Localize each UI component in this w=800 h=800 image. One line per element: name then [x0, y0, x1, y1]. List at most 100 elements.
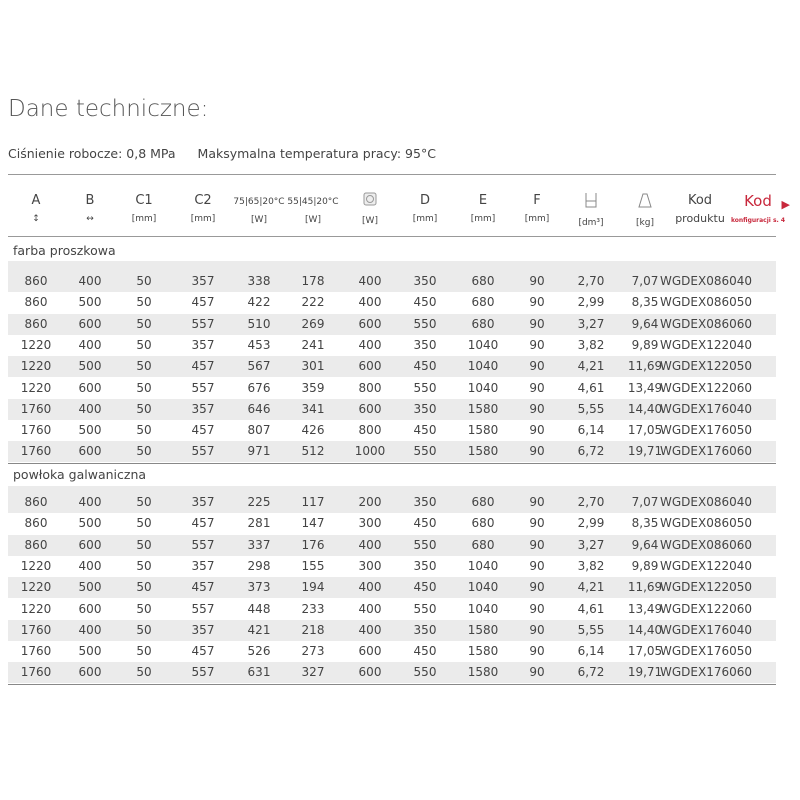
header-unit: ↔ [86, 214, 94, 224]
table-row: 1220 600 50 557 448 233 400 550 1040 90 4,61 13,49 W… [8, 599, 776, 620]
table-cell: 373 [247, 580, 271, 595]
table-cell: WGDEX122040 [660, 337, 753, 352]
row-spacer [8, 261, 776, 271]
table-cell: 457 [191, 644, 215, 659]
table-cell: 421 [247, 622, 271, 637]
table-cell: 600 [358, 401, 382, 416]
table-cell: 90 [529, 401, 545, 416]
table-cell: 9,64 [631, 537, 659, 552]
table-cell: 241 [301, 337, 325, 352]
column-header: [W] [342, 192, 398, 230]
table-cell: 338 [247, 274, 271, 288]
table-cell: 350 [413, 558, 437, 573]
table-cell: 457 [191, 423, 215, 438]
divider [8, 683, 776, 685]
table-cell: 90 [529, 601, 545, 616]
table-cell: 450 [413, 516, 437, 531]
table-cell: 281 [247, 516, 271, 531]
divider [8, 174, 776, 175]
table-cell: 90 [529, 665, 545, 680]
header-unit: ↕ [32, 214, 40, 224]
table-cell: 90 [529, 295, 545, 310]
table-cell: WGDEX086060 [660, 316, 753, 331]
table-cell: 3,82 [577, 337, 605, 352]
table-row: 1760 600 50 557 971 512 1000 550 1580 90 6,72 19,71… [8, 441, 776, 463]
table-cell: 11,69 [627, 580, 663, 595]
table-cell: 400 [78, 401, 102, 416]
table-row: 1220 400 50 357 453 241 400 350 1040 90 3,82 9,89 WG… [8, 335, 776, 356]
table-cell: WGDEX176060 [660, 444, 753, 459]
table-cell: 50 [136, 495, 152, 509]
header-top: C2 [194, 193, 212, 208]
table-cell: WGDEX176040 [660, 401, 753, 416]
table-cell: WGDEX176050 [660, 644, 753, 659]
table-cell: 422 [247, 295, 271, 310]
header-top: E [478, 193, 488, 208]
table-cell: 1220 [20, 580, 52, 595]
column-header: Kod konfiguracji s. 4 ▶ [730, 192, 790, 230]
table-cell: 680 [471, 495, 495, 509]
table-cell: 11,69 [627, 359, 663, 374]
table-cell: 550 [413, 444, 437, 459]
table-cell: 6,72 [577, 665, 605, 680]
header-unit: [W] [251, 215, 267, 225]
table-cell: 327 [301, 665, 325, 680]
table-cell: 4,21 [577, 580, 605, 595]
header-unit: [mm] [131, 214, 157, 224]
column-header: A ↕ [8, 192, 64, 228]
table-cell: 800 [358, 380, 382, 395]
table-cell: 600 [78, 537, 102, 552]
table-cell: 971 [247, 444, 271, 459]
table-cell: 807 [247, 423, 271, 438]
table-cell: 90 [529, 337, 545, 352]
header-top: B [85, 193, 95, 208]
table-cell: 90 [529, 495, 545, 509]
table-row: 1220 500 50 457 567 301 600 450 1040 90 4,21 11,69 W… [8, 356, 776, 378]
table-row: 860 400 50 357 338 178 400 350 680 90 2,70 7,07 WGDE… [8, 271, 776, 292]
table-cell: 359 [301, 380, 325, 395]
table-cell: 2,99 [577, 516, 605, 531]
header-top: A [31, 193, 41, 208]
table-cell: 19,71 [627, 444, 663, 459]
table-row: 1760 600 50 557 631 327 600 550 1580 90 6,72 19,71 W… [8, 662, 776, 684]
table-cell: 350 [413, 622, 437, 637]
table-cell: 550 [413, 601, 437, 616]
table-cell: 341 [301, 401, 325, 416]
column-header: [dm³] [563, 192, 619, 232]
table-cell: 50 [136, 337, 152, 352]
table-cell: 457 [191, 295, 215, 310]
table-cell: 1040 [467, 359, 499, 374]
table-cell: 526 [247, 644, 271, 659]
volume-icon [584, 193, 598, 212]
table-cell: WGDEX086060 [660, 537, 753, 552]
table-cell: 1040 [467, 601, 499, 616]
table-cell: 117 [301, 495, 325, 509]
table-cell: 1040 [467, 580, 499, 595]
table-cell: 50 [136, 644, 152, 659]
table-cell: 1040 [467, 337, 499, 352]
table-cell: 50 [136, 580, 152, 595]
table-cell: 14,40 [627, 401, 663, 416]
table-cell: 860 [24, 316, 48, 331]
table-cell: 860 [24, 537, 48, 552]
table-cell: 1580 [467, 644, 499, 659]
table-cell: 50 [136, 537, 152, 552]
table-cell: 1040 [467, 380, 499, 395]
table-cell: 50 [136, 444, 152, 459]
table-cell: 90 [529, 274, 545, 288]
table-cell: 2,99 [577, 295, 605, 310]
table-cell: 860 [24, 516, 48, 531]
table-cell: 4,21 [577, 359, 605, 374]
column-header: B ↔ [62, 192, 118, 228]
table-cell: 50 [136, 359, 152, 374]
table-cell: 2,70 [577, 274, 605, 288]
header-unit: [W] [305, 215, 321, 225]
divider [8, 462, 776, 464]
table-cell: 301 [301, 359, 325, 374]
table-cell: 50 [136, 401, 152, 416]
table-cell: 90 [529, 316, 545, 331]
table-cell: 400 [358, 337, 382, 352]
table-cell: 676 [247, 380, 271, 395]
table-cell: 3,82 [577, 558, 605, 573]
table-cell: 550 [413, 380, 437, 395]
